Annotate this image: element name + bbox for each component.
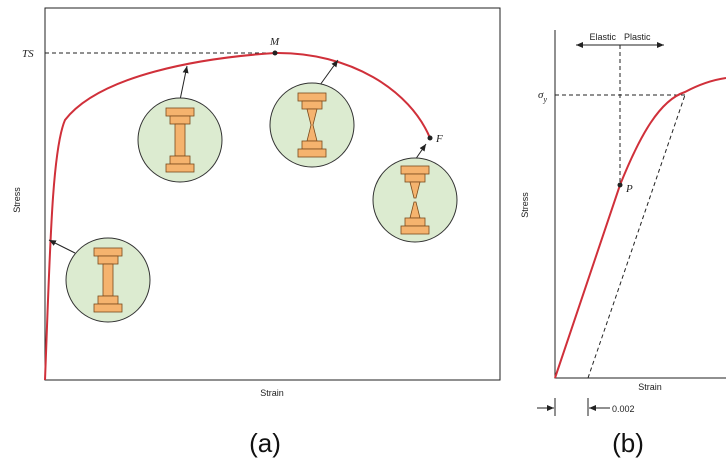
point-f bbox=[428, 136, 433, 141]
sigma-sub: y bbox=[542, 95, 547, 104]
stress-curve bbox=[555, 78, 726, 378]
diagram: TS M F Stress Strain (a) Elastic Plastic… bbox=[0, 0, 726, 474]
panel-b: Elastic Plastic σy P Stress Strain 0.002… bbox=[520, 30, 726, 458]
f-label: F bbox=[435, 133, 443, 145]
m-label: M bbox=[269, 36, 280, 48]
panel-a: TS M F Stress Strain (a) bbox=[12, 8, 500, 458]
elastic-label: Elastic bbox=[589, 32, 616, 42]
point-m bbox=[273, 51, 278, 56]
x-axis-label: Strain bbox=[260, 388, 284, 398]
point-p bbox=[618, 183, 623, 188]
specimen-1 bbox=[49, 238, 150, 322]
offset-label: 0.002 bbox=[612, 404, 635, 414]
caption: (a) bbox=[249, 428, 281, 458]
specimen-4 bbox=[373, 144, 457, 242]
y-axis-label: Stress bbox=[520, 192, 530, 218]
sigma-y-label: σy bbox=[538, 89, 547, 104]
x-axis-label: Strain bbox=[638, 382, 662, 392]
p-label: P bbox=[625, 183, 633, 195]
plastic-label: Plastic bbox=[624, 32, 651, 42]
specimen-2 bbox=[138, 66, 222, 182]
y-axis-label: Stress bbox=[12, 187, 22, 213]
specimen-3 bbox=[270, 60, 354, 167]
axes bbox=[555, 30, 726, 378]
ts-label: TS bbox=[22, 48, 34, 60]
caption: (b) bbox=[612, 428, 644, 458]
stress-curve bbox=[45, 53, 430, 380]
